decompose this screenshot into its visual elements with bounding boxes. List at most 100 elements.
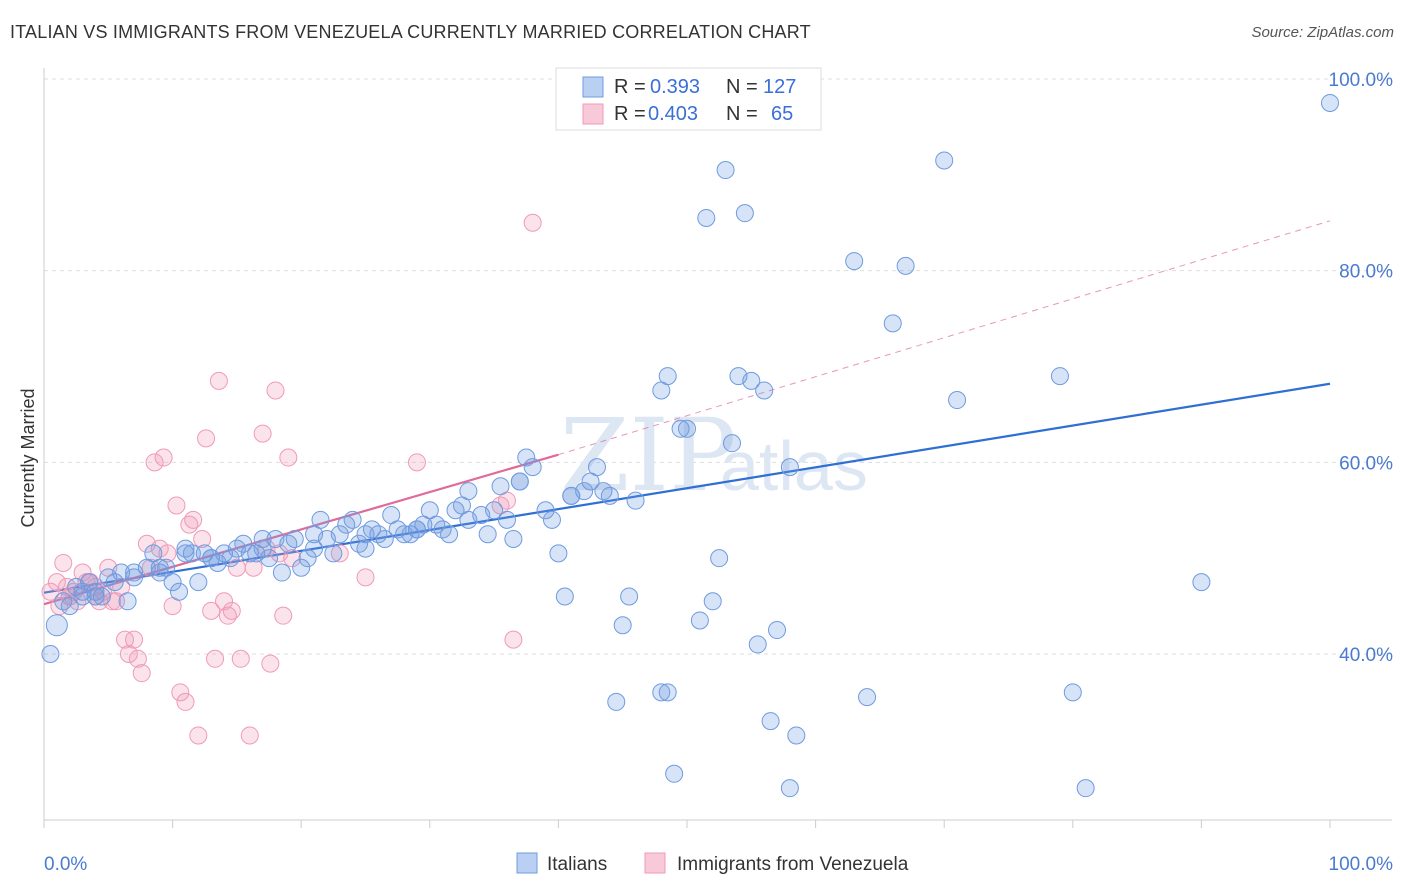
point-italians-109 — [883, 314, 902, 333]
legend-n-value-2: 65 — [771, 103, 793, 125]
point-italians-117 — [1321, 93, 1339, 112]
regression-line-venezuela — [43, 453, 559, 606]
point-venezuela-39 — [206, 649, 225, 668]
point-italians-0 — [41, 645, 60, 663]
point-italians-76 — [549, 544, 568, 563]
point-italians-115 — [1076, 779, 1095, 798]
point-italians-127 — [407, 520, 426, 539]
regression-lines — [43, 220, 1331, 606]
point-venezuela-38 — [202, 601, 221, 620]
point-italians-131 — [607, 692, 626, 711]
legend-box: R = 0.393 N = 127 R = 0.403 N = 65 — [555, 67, 822, 131]
point-italians-21 — [182, 544, 201, 563]
point-venezuela-55 — [283, 549, 302, 568]
point-italians-38 — [292, 558, 311, 577]
legend-r-label-1: R = — [614, 76, 646, 98]
point-italians-103 — [761, 712, 780, 731]
point-venezuela-57 — [356, 568, 375, 587]
regression-line-venezuela-extended — [558, 220, 1331, 456]
point-venezuela-56 — [330, 544, 349, 563]
point-venezuela-0 — [41, 582, 60, 601]
point-venezuela-54 — [279, 448, 298, 467]
point-italians-41 — [311, 510, 330, 529]
point-italians-107 — [845, 252, 864, 271]
point-italians-112 — [948, 391, 967, 410]
bottom-legend-swatch-venezuela — [644, 852, 666, 874]
point-venezuela-37 — [197, 429, 216, 448]
point-italians-85 — [620, 587, 639, 606]
point-venezuela-25 — [145, 453, 164, 472]
point-italians-19 — [170, 582, 189, 601]
point-venezuela-20 — [125, 630, 144, 649]
point-italians-83 — [600, 486, 619, 505]
point-italians-100 — [742, 371, 761, 390]
point-italians-118 — [202, 549, 221, 568]
point-venezuela-24 — [141, 558, 160, 577]
series-venezuela — [41, 213, 542, 745]
point-italians-95 — [710, 549, 729, 568]
point-italians-61 — [440, 525, 459, 544]
point-italians-10 — [105, 573, 124, 592]
point-italians-114 — [1063, 683, 1082, 702]
legend-n-label-2: N = — [726, 103, 758, 125]
point-italians-97 — [723, 434, 742, 453]
point-italians-35 — [272, 563, 291, 582]
y-tick-label-1: 60.0% — [1339, 453, 1393, 474]
point-italians-3 — [60, 597, 79, 616]
point-venezuela-61 — [504, 630, 523, 649]
point-venezuela-46 — [240, 726, 259, 745]
point-venezuela-3 — [54, 553, 73, 572]
point-venezuela-35 — [189, 726, 208, 745]
point-italians-77 — [555, 587, 574, 606]
point-italians-68 — [491, 477, 510, 496]
point-venezuela-51 — [266, 381, 285, 400]
point-venezuela-32 — [176, 692, 195, 711]
y-tick-labels: 40.0% 60.0% 80.0% 100.0% — [1329, 70, 1394, 666]
point-venezuela-15 — [103, 592, 122, 611]
y-tick-label-0: 40.0% — [1339, 645, 1393, 666]
point-venezuela-1 — [47, 573, 66, 592]
y-tick-label-2: 80.0% — [1339, 262, 1393, 283]
point-italians-122 — [125, 568, 144, 587]
grid-lines — [44, 78, 1392, 655]
legend-n-value-1: 127 — [763, 76, 796, 98]
point-italians-33 — [260, 549, 279, 568]
point-italians-44 — [330, 525, 349, 544]
point-venezuela-22 — [132, 664, 151, 683]
point-venezuela-31 — [171, 683, 190, 702]
point-italians-22 — [189, 573, 208, 592]
point-venezuela-58 — [407, 453, 426, 472]
legend-r-label-2: R = — [614, 103, 646, 125]
point-venezuela-41 — [215, 592, 234, 611]
point-italians-113 — [1050, 367, 1069, 386]
chart-title: ITALIAN VS IMMIGRANTS FROM VENEZUELA CUR… — [10, 22, 811, 42]
point-italians-99 — [735, 204, 754, 223]
point-venezuela-27 — [154, 448, 173, 467]
regression-line-italians — [43, 382, 1331, 594]
point-italians-67 — [485, 501, 504, 520]
point-italians-111 — [935, 151, 954, 170]
point-italians-89 — [665, 764, 684, 783]
point-italians-16 — [150, 558, 169, 577]
point-italians-108 — [858, 688, 877, 707]
y-axis-label: Currently Married — [18, 388, 38, 527]
point-italians-88 — [658, 367, 677, 386]
point-venezuela-62 — [523, 213, 542, 232]
point-venezuela-19 — [119, 645, 138, 663]
point-italians-134 — [780, 779, 799, 798]
point-venezuela-48 — [253, 424, 272, 443]
point-italians-102 — [755, 381, 774, 400]
point-italians-93 — [697, 208, 716, 227]
point-venezuela-36 — [193, 530, 212, 548]
point-italians-84 — [613, 616, 632, 635]
point-italians-66 — [478, 525, 497, 544]
point-italians-130 — [562, 486, 581, 505]
point-italians-75 — [542, 510, 561, 529]
point-venezuela-40 — [209, 371, 228, 390]
point-italians-72 — [517, 448, 536, 467]
point-italians-125 — [305, 539, 324, 558]
x-tick-label-1: 100.0% — [1329, 854, 1394, 875]
point-italians-123 — [176, 544, 195, 563]
point-italians-94 — [703, 592, 722, 611]
point-italians-73 — [523, 458, 542, 477]
